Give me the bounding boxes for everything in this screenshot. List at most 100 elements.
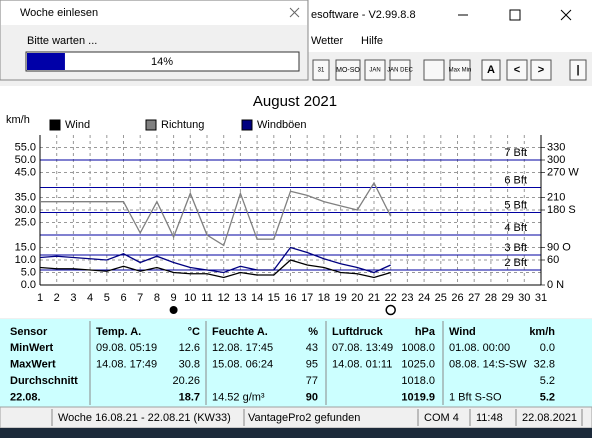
toolbar-label[interactable]: >	[538, 64, 544, 76]
progress-track	[25, 51, 300, 72]
x-tick-label: 30	[518, 292, 530, 304]
table-cell: Temp. A.	[96, 326, 141, 338]
series-line	[40, 181, 392, 247]
y2-tick-label: 210	[547, 191, 565, 203]
x-tick-label: 21	[368, 292, 380, 304]
toolbar-button[interactable]	[481, 59, 501, 81]
status-text: Woche 16.08.21 - 22.08.21 (KW33)	[58, 412, 231, 424]
toolbar-button[interactable]	[530, 59, 552, 81]
toolbar-button[interactable]	[569, 59, 587, 81]
x-tick-label: 24	[418, 292, 430, 304]
y2-tick-label: 0 N	[547, 279, 564, 291]
y-tick-label: 50.0	[15, 154, 36, 166]
table-cell: km/h	[529, 326, 555, 338]
x-tick-label: 4	[87, 292, 93, 304]
toolbar-label[interactable]: <	[514, 64, 520, 76]
x-tick-label: 23	[401, 292, 413, 304]
toolbar-button[interactable]	[364, 59, 386, 81]
toolbar-label[interactable]: |	[576, 64, 579, 76]
table-cell: Sensor	[10, 326, 48, 338]
table-cell: 22.08.	[10, 391, 41, 403]
y-tick-label: 0.0	[21, 279, 36, 291]
taskbar	[0, 428, 592, 438]
y2-tick-label: 90 O	[547, 241, 571, 253]
x-tick-label: 1	[37, 292, 43, 304]
x-tick-label: 16	[284, 292, 296, 304]
x-tick-label: 2	[54, 292, 60, 304]
table-cell: 30.8	[179, 358, 200, 370]
y2-tick-label: 180 S	[547, 204, 576, 216]
menu-item[interactable]: Hilfe	[361, 35, 383, 47]
x-tick-label: 18	[318, 292, 330, 304]
status-text: VantagePro2 gefunden	[248, 412, 360, 424]
maximize[interactable]	[509, 9, 521, 21]
toolbar-button[interactable]	[312, 59, 330, 81]
toolbar-button[interactable]	[449, 59, 471, 81]
table-cell: 20.26	[172, 375, 200, 387]
toolbar-label[interactable]: MO-SO	[336, 67, 360, 74]
table-cell: Wind	[449, 326, 476, 338]
table-cell: 14.08. 01:11	[332, 358, 392, 370]
y2-tick-label: 60	[547, 254, 559, 266]
y-tick-label: 55.0	[15, 141, 36, 153]
menu-item[interactable]: Wetter	[311, 35, 344, 47]
legend-label: Richtung	[161, 119, 204, 131]
table-cell: 01.08. 00:00	[449, 342, 510, 354]
status-text: 22.08.2021	[522, 412, 577, 424]
dialog-title: Woche einlesen	[20, 7, 98, 19]
table-cell: 12.6	[179, 342, 200, 354]
toolbar-label[interactable]: Max Min	[449, 68, 472, 74]
y-tick-label: 5.0	[21, 266, 36, 278]
table-cell: 32.8	[534, 358, 555, 370]
toolbar-button[interactable]	[423, 59, 445, 81]
series-line	[39, 259, 391, 279]
table-cell: 1025.0	[401, 358, 435, 370]
progress-label: 14%	[151, 56, 173, 68]
toolbar-label[interactable]: A	[487, 64, 495, 76]
table-cell: 07.08. 13:49	[332, 342, 393, 354]
toolbar-label[interactable]: 31	[318, 68, 325, 74]
legend-swatch	[49, 119, 61, 131]
table-cell: Durchschnitt	[10, 375, 78, 387]
x-tick-label: 11	[201, 292, 212, 304]
dialog-close[interactable]	[289, 7, 300, 18]
toolbar-label[interactable]: JAN DEC	[387, 68, 413, 74]
x-tick-label: 14	[251, 292, 263, 304]
y-tick-label: 30.0	[15, 204, 36, 216]
legend-label: Windböen	[257, 119, 307, 131]
table-cell: %	[308, 326, 318, 338]
y-axis-label: km/h	[6, 114, 30, 126]
beaufort-label: 4 Bft	[504, 222, 527, 234]
toolbar-button[interactable]	[389, 59, 411, 81]
x-tick-label: 22	[385, 292, 397, 304]
close[interactable]	[560, 9, 572, 21]
status-text: 11:48	[476, 412, 503, 424]
y-tick-label: 35.0	[15, 191, 36, 203]
y-tick-label: 15.0	[15, 241, 36, 253]
x-tick-label: 31	[535, 292, 547, 304]
toolbar-button[interactable]	[506, 59, 528, 81]
table-cell: 1018.0	[401, 375, 435, 387]
x-tick-label: 26	[451, 292, 463, 304]
x-tick-label: 5	[104, 292, 110, 304]
table-cell: 5.2	[540, 391, 555, 403]
x-tick-label: 29	[501, 292, 513, 304]
x-tick-label: 17	[301, 292, 313, 304]
new-moon	[169, 306, 178, 314]
table-cell: 90	[306, 391, 318, 403]
table-cell: 14.52 g/m³	[212, 391, 265, 403]
toolbar-button[interactable]	[335, 59, 361, 81]
table-cell: 18.7	[179, 391, 200, 403]
beaufort-label: 5 Bft	[504, 199, 527, 211]
toolbar-label[interactable]: JAN	[369, 68, 380, 74]
window-title: esoftware - V2.99.8.8	[311, 9, 416, 21]
table-cell: MaxWert	[10, 358, 56, 370]
beaufort-label: 2 Bft	[504, 257, 527, 269]
x-tick-label: 8	[154, 292, 160, 304]
y2-tick-label: 270 W	[547, 166, 579, 178]
x-tick-label: 7	[137, 292, 143, 304]
beaufort-label: 6 Bft	[504, 174, 527, 186]
y-tick-label: 45.0	[15, 166, 36, 178]
table-cell: 0.0	[540, 342, 555, 354]
